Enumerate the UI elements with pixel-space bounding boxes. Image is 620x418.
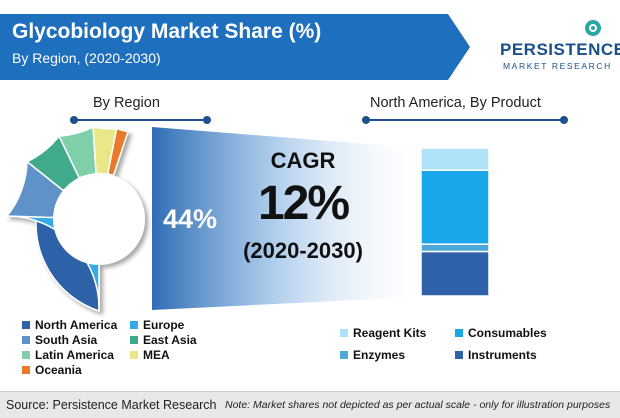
product-stacked-bar [420, 147, 490, 297]
legend-swatch [22, 321, 30, 329]
legend-label: Enzymes [353, 348, 406, 362]
legend-latin-america: Latin America [22, 348, 114, 362]
legend-label: Consumables [468, 326, 547, 340]
by-product-label: North America, By Product [370, 95, 541, 111]
legend-mea: MEA [130, 348, 170, 362]
bar-segment-enzymes [420, 243, 490, 253]
legend-label: South Asia [35, 333, 98, 347]
logo-text: PERSISTENCE [500, 40, 620, 59]
donut-center-label: 44% [163, 204, 217, 234]
bar-segment-instruments [420, 250, 490, 297]
legend-reagent-kits: Reagent Kits [340, 326, 426, 340]
legend-swatch [130, 321, 138, 329]
chart-subtitle: By Region, (2020-2030) [12, 50, 161, 66]
legend-swatch [130, 351, 138, 359]
legend-swatch [455, 351, 463, 359]
footer-note: Note: Market shares not depicted as per … [225, 399, 611, 411]
legend-east-asia: East Asia [130, 333, 197, 347]
cagr-value: 12% [257, 177, 350, 230]
legend-europe: Europe [130, 318, 184, 332]
chart-title: Glycobiology Market Share (%) [12, 20, 322, 43]
by-region-label: By Region [93, 95, 160, 111]
legend-label: Europe [143, 318, 185, 332]
by-region-divider [70, 116, 211, 124]
title-banner [0, 14, 470, 80]
by-product-divider [362, 116, 568, 124]
region-donut [5, 126, 145, 313]
legend-swatch [130, 336, 138, 344]
legend-oceania: Oceania [22, 363, 82, 377]
legend-swatch [22, 366, 30, 374]
bar-segment-consumables [420, 169, 490, 245]
legend-swatch [22, 351, 30, 359]
legend-swatch [340, 351, 348, 359]
legend-label: Oceania [35, 363, 82, 377]
donut-hole [53, 173, 145, 265]
legend-label: MEA [143, 348, 170, 362]
cagr-period: (2020-2030) [243, 238, 363, 263]
legend-label: North America [35, 318, 118, 332]
legend-south-asia: South Asia [22, 333, 97, 347]
legend-consumables: Consumables [455, 326, 547, 340]
footer-source: Source: Persistence Market Research [6, 398, 217, 412]
legend-swatch [455, 329, 463, 337]
legend-label: Reagent Kits [353, 326, 427, 340]
legend-north-america: North America [22, 318, 117, 332]
legend-instruments: Instruments [455, 348, 537, 362]
funnel-connector [152, 127, 418, 310]
legend-label: Instruments [468, 348, 537, 362]
legend-label: East Asia [143, 333, 197, 347]
legend-swatch [22, 336, 30, 344]
logo-subtext: MARKET RESEARCH [503, 61, 612, 71]
legend-label: Latin America [35, 348, 114, 362]
legend-enzymes: Enzymes [340, 348, 405, 362]
persistence-logo-icon [585, 20, 601, 36]
bar-segment-reagent-kits [420, 147, 490, 171]
legend-swatch [340, 329, 348, 337]
footer: Source: Persistence Market Research Note… [0, 391, 620, 418]
cagr-label: CAGR [270, 148, 336, 173]
